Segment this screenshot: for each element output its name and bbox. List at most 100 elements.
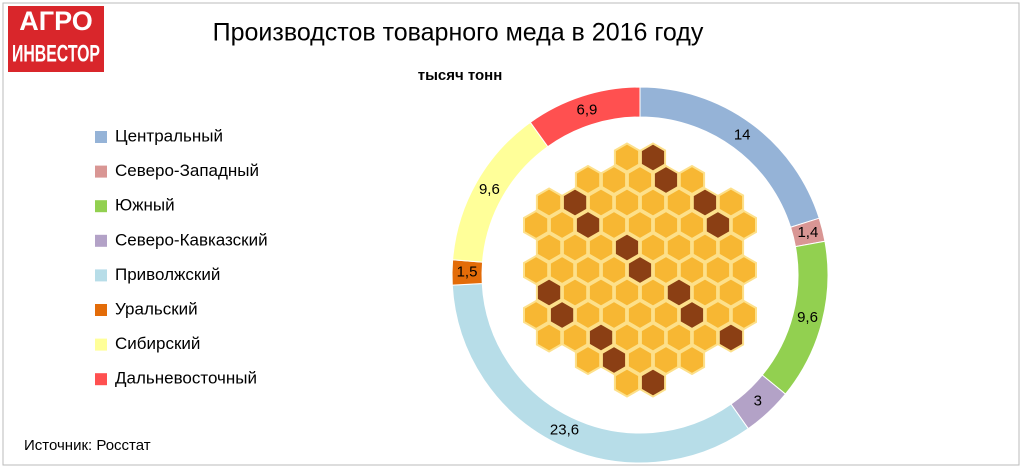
- honeycomb-cell: [574, 209, 602, 241]
- honeycomb-cell: [639, 322, 667, 353]
- honeycomb-cell: [613, 187, 641, 218]
- honeycomb-cell: [665, 322, 693, 353]
- honeycomb-cell: [535, 232, 563, 263]
- honeycomb-cell: [548, 209, 576, 241]
- donut-segment: [529, 86, 641, 148]
- honeycomb-cell: [600, 164, 628, 196]
- chart-title: Производстов товарного меда в 2016 году: [213, 19, 704, 47]
- honeycomb-cell: [639, 232, 667, 263]
- honeycomb-cell: [548, 299, 576, 331]
- honeycomb-cell: [730, 254, 757, 286]
- logo-line1: АГРО: [19, 6, 92, 36]
- honeycomb-cell: [535, 277, 563, 308]
- legend-swatch: [95, 234, 107, 247]
- honeycomb-cell: [561, 277, 589, 308]
- honeycomb-cell: [678, 164, 706, 196]
- legend-label: Дальневосточный: [115, 369, 257, 388]
- honeycomb-cell: [639, 367, 667, 398]
- honeycomb-cell: [548, 254, 576, 286]
- honeycomb-cell: [561, 322, 589, 353]
- honeycomb-cell: [587, 187, 615, 218]
- value-label: 9,6: [797, 309, 818, 326]
- legend-swatch: [95, 304, 107, 316]
- legend-label: Сибирский: [115, 334, 200, 353]
- honeycomb-cell: [639, 187, 667, 218]
- legend-label: Приволжский: [115, 265, 220, 284]
- honeycomb-cell: [535, 322, 563, 353]
- honeycomb-cell: [626, 209, 654, 241]
- value-label: 1,4: [797, 224, 818, 241]
- honeycomb-cell: [626, 254, 654, 286]
- honeycomb-cell: [613, 232, 641, 263]
- honeycomb-cell: [587, 277, 615, 308]
- honeycomb-cell: [587, 232, 615, 263]
- legend-swatch: [95, 165, 107, 178]
- honeycomb-cell: [574, 254, 602, 286]
- value-label: 3: [754, 393, 762, 410]
- honeycomb-cell: [665, 277, 693, 308]
- legend-label: Южный: [115, 196, 175, 215]
- honeycomb-cell: [639, 277, 667, 308]
- honeycomb-cell: [678, 344, 706, 376]
- honeycomb-cell: [665, 232, 693, 263]
- honeycomb-cell: [626, 164, 654, 196]
- honeycomb-cell: [626, 299, 654, 331]
- honeycomb-cell: [691, 232, 719, 263]
- honeycomb-cell: [523, 254, 550, 286]
- legend-swatch: [95, 200, 107, 213]
- honeycomb-cell: [613, 367, 641, 398]
- honeycomb-cell: [600, 299, 628, 331]
- value-label: 23,6: [550, 422, 579, 439]
- honeycomb-cell: [574, 164, 602, 196]
- legend-label: Северо-Западный: [115, 161, 259, 180]
- honeycomb-cell: [639, 142, 667, 173]
- honeycomb-cell: [561, 187, 589, 218]
- logo-box: [8, 6, 104, 72]
- legend-swatch: [95, 338, 107, 351]
- legend-label: Уральский: [115, 299, 198, 318]
- honeycomb-cell: [523, 299, 550, 331]
- honeycomb-cell: [574, 299, 602, 331]
- honeycomb-cell: [613, 277, 641, 308]
- chart-subtitle: тысяч тонн: [418, 67, 503, 84]
- honeycomb-cell: [678, 254, 706, 286]
- value-label: 14: [734, 126, 751, 143]
- honeycomb-cell: [717, 277, 745, 308]
- legend-swatch: [95, 131, 107, 143]
- logo-line2: ИНВЕСТОР: [12, 40, 100, 67]
- honeycomb-cell: [717, 187, 745, 218]
- honeycomb-cell: [691, 322, 719, 353]
- honeycomb-cell: [652, 209, 680, 241]
- honeycomb-cell: [652, 164, 680, 196]
- honeycomb-cell: [652, 254, 680, 286]
- value-label: 1,5: [457, 264, 478, 281]
- legend-swatch: [95, 373, 107, 386]
- value-label: 9,6: [479, 181, 500, 198]
- honeycomb-cell: [678, 209, 706, 241]
- honeycomb-cell: [717, 322, 745, 353]
- honeycomb-cell: [600, 254, 628, 286]
- honeycomb-cell: [704, 209, 732, 241]
- honeycomb-cell: [665, 187, 693, 218]
- honeycomb-cell: [652, 299, 680, 331]
- honeycomb-cell: [613, 142, 641, 173]
- honeycomb-cell: [574, 344, 602, 376]
- honeycomb-cell: [704, 254, 732, 286]
- honeycomb-cell: [535, 187, 563, 218]
- honeycomb-illustration: [523, 142, 757, 398]
- honeycomb-cell: [523, 209, 550, 241]
- legend-label: Центральный: [115, 126, 223, 145]
- honeycomb-cell: [561, 232, 589, 263]
- honeycomb-cell: [600, 344, 628, 376]
- honeycomb-cell: [587, 322, 615, 353]
- honeycomb-cell: [704, 299, 732, 331]
- honeycomb-cell: [730, 299, 757, 331]
- honeycomb-cell: [600, 209, 628, 241]
- value-label: 6,9: [577, 101, 598, 118]
- source: Источник: Росстат: [24, 437, 151, 454]
- legend-swatch: [95, 269, 107, 282]
- honeycomb-cell: [717, 232, 745, 263]
- honeycomb-cell: [678, 299, 706, 331]
- honeycomb-cell: [613, 322, 641, 353]
- honeycomb-cell: [652, 344, 680, 376]
